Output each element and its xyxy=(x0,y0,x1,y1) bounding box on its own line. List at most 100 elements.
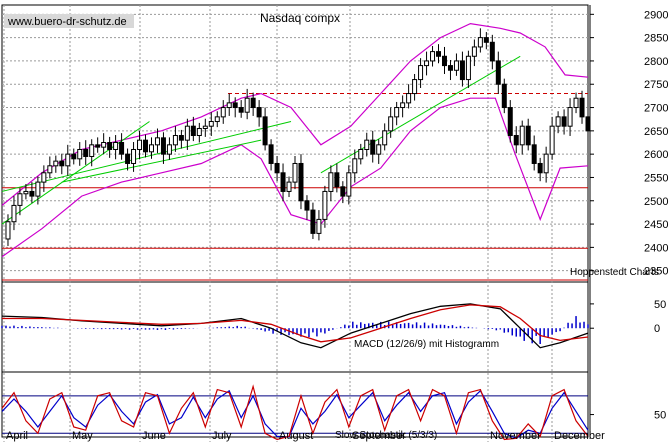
candle-body xyxy=(137,139,143,150)
candle-body xyxy=(190,125,196,137)
candle-body xyxy=(244,97,250,113)
candle-body xyxy=(274,162,280,174)
candle-body xyxy=(340,186,346,197)
price-tick-label: 2600 xyxy=(644,149,668,161)
candle-body xyxy=(513,135,519,146)
price-tick-label: 2450 xyxy=(644,219,668,231)
candle-body xyxy=(579,97,585,118)
hoppenstedt-label: Hoppenstedt Charts xyxy=(570,267,659,278)
candle-body xyxy=(286,181,292,192)
candle-body xyxy=(424,60,430,67)
candle-body xyxy=(370,139,376,155)
candle-body xyxy=(394,107,400,118)
candle-body xyxy=(143,139,149,153)
candle-body xyxy=(316,218,322,234)
candle-body xyxy=(196,128,202,137)
stochastic-label: Slow Stochastik (5/3/3) xyxy=(335,430,437,441)
plot-frame xyxy=(1,4,589,438)
candle-body xyxy=(543,153,549,174)
candle-body xyxy=(376,144,382,155)
candle-body xyxy=(459,60,465,81)
candle-body xyxy=(65,153,71,167)
lower-band-line xyxy=(1,97,589,258)
candle-body xyxy=(382,130,388,146)
candle-body xyxy=(549,125,555,155)
candle-body xyxy=(489,41,495,62)
candle-body xyxy=(364,139,370,150)
candle-body xyxy=(208,121,214,127)
price-tick-label: 2550 xyxy=(644,172,668,184)
trendline xyxy=(61,139,262,183)
candle-body xyxy=(555,116,561,127)
candle-body xyxy=(148,144,154,153)
candle-body xyxy=(11,204,17,223)
price-tick-label: 2900 xyxy=(644,9,668,21)
candle-body xyxy=(77,148,83,160)
candle-body xyxy=(95,144,101,148)
candle-body xyxy=(430,51,436,62)
candle-body xyxy=(250,97,256,109)
candle-body xyxy=(346,172,352,197)
trendline xyxy=(1,121,292,192)
month-label: May xyxy=(72,430,93,442)
candle-body xyxy=(453,60,459,71)
candle-body xyxy=(17,193,23,206)
candle-body xyxy=(310,209,316,234)
candle-body xyxy=(436,51,442,57)
candle-body xyxy=(561,116,567,127)
candle-body xyxy=(304,200,310,211)
price-tick-label: 2850 xyxy=(644,33,668,45)
candle-body xyxy=(125,153,131,164)
candle-body xyxy=(184,125,190,141)
candle-body xyxy=(202,125,208,130)
candle-body xyxy=(35,181,41,197)
candle-body xyxy=(5,221,11,240)
candle-body xyxy=(328,172,334,192)
candle-body xyxy=(131,148,137,164)
candle-body xyxy=(166,144,172,155)
candle-body xyxy=(519,125,525,146)
candle-body xyxy=(567,107,573,127)
month-label: July xyxy=(212,430,232,442)
candle-body xyxy=(119,142,125,155)
macd-tick-label: 0 xyxy=(654,323,660,335)
candle-body xyxy=(358,148,364,160)
stochastic-tick-label: 50 xyxy=(654,410,666,422)
candle-body xyxy=(495,60,501,85)
candle-body xyxy=(41,172,47,183)
candle-body xyxy=(334,172,340,188)
month-label: November xyxy=(490,430,541,442)
candle-body xyxy=(23,190,29,195)
candle-body xyxy=(113,142,119,150)
month-label: August xyxy=(279,430,313,442)
candle-body xyxy=(352,158,358,174)
month-label: December xyxy=(554,430,605,442)
candle-body xyxy=(214,116,220,123)
candle-body xyxy=(483,37,489,43)
candle-body xyxy=(441,55,447,67)
trendline xyxy=(1,121,150,225)
candle-body xyxy=(160,137,166,155)
candle-body xyxy=(406,93,412,104)
candle-body xyxy=(292,162,298,183)
candle-body xyxy=(412,79,418,95)
candle-body xyxy=(83,148,89,157)
price-tick-label: 2400 xyxy=(644,242,668,254)
candle-body xyxy=(388,116,394,132)
upper-band-line xyxy=(1,22,589,206)
candle-body xyxy=(107,142,113,150)
candle-body xyxy=(172,135,178,146)
candle-body xyxy=(525,125,531,146)
candle-body xyxy=(238,107,244,113)
macd-tick-label: 50 xyxy=(654,299,666,311)
stochastic-d-line xyxy=(1,389,589,439)
candle-body xyxy=(280,172,286,192)
candle-body xyxy=(89,144,95,157)
candle-body xyxy=(537,162,543,174)
candle-body xyxy=(298,162,304,202)
candle-body xyxy=(178,135,184,141)
candle-body xyxy=(232,102,238,109)
candle-body xyxy=(256,107,262,118)
